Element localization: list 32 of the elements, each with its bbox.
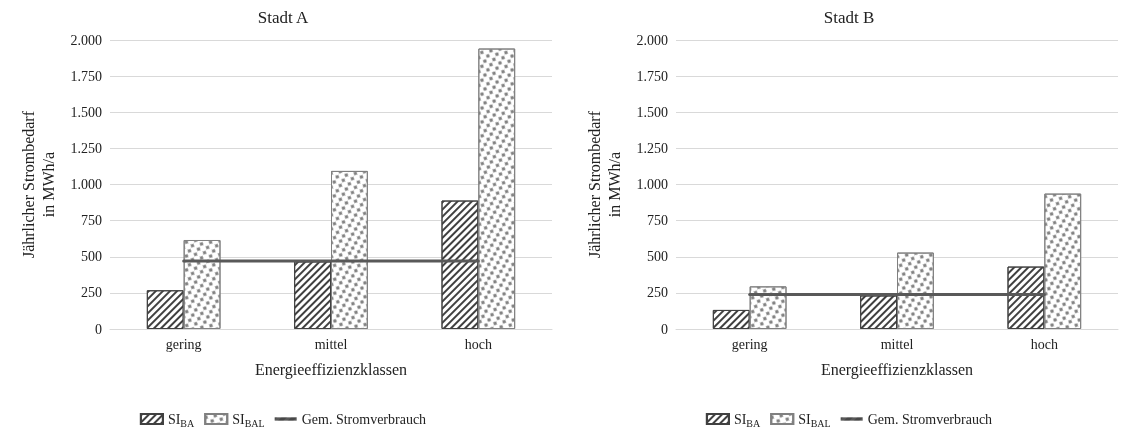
x-axis-title: Energieeffizienzklassen xyxy=(254,360,408,379)
y-tick-label: 750 xyxy=(81,213,102,229)
y-tick-label: 250 xyxy=(647,285,668,301)
x-axis-title: Energieeffizienzklassen xyxy=(820,360,974,379)
y-axis-title: Jährlicher Strombedarf in MWh/a xyxy=(585,110,623,259)
y-tick-label: 1.250 xyxy=(70,140,102,156)
y-tick-label: 1.750 xyxy=(636,68,668,84)
y-tick-label: 1.500 xyxy=(70,104,102,120)
x-tick-label: mittel xyxy=(880,336,914,352)
y-tick-label: 1.500 xyxy=(636,104,668,120)
x-tick-label: mittel xyxy=(314,336,348,352)
x-tick-label: hoch xyxy=(464,336,492,352)
y-tick-label: 250 xyxy=(81,285,102,301)
y-tick-label: 1.250 xyxy=(636,140,668,156)
x-tick-label: gering xyxy=(165,336,202,352)
y-axis-title: Jährlicher Strombedarf in MWh/a xyxy=(19,110,57,259)
y-tick-label: 0 xyxy=(95,321,102,337)
legend-label: Gem. Stromverbrauch xyxy=(867,411,993,427)
y-tick-label: 500 xyxy=(647,249,668,265)
y-tick-label: 2.000 xyxy=(70,32,102,48)
y-tick-label: 1.000 xyxy=(636,177,668,192)
y-tick-label: 2.000 xyxy=(636,32,668,48)
legend-label: Gem. Stromverbrauch xyxy=(301,411,427,427)
y-tick-label: 0 xyxy=(661,321,668,337)
chart-title: Stadt B xyxy=(823,8,875,27)
y-tick-label: 500 xyxy=(81,249,102,265)
y-tick-label: 1.750 xyxy=(70,68,102,84)
x-tick-label: gering xyxy=(731,336,768,352)
y-tick-label: 750 xyxy=(647,213,668,229)
x-tick-label: hoch xyxy=(1030,336,1058,352)
y-tick-label: 1.000 xyxy=(70,177,102,192)
chart-title: Stadt A xyxy=(257,8,309,27)
